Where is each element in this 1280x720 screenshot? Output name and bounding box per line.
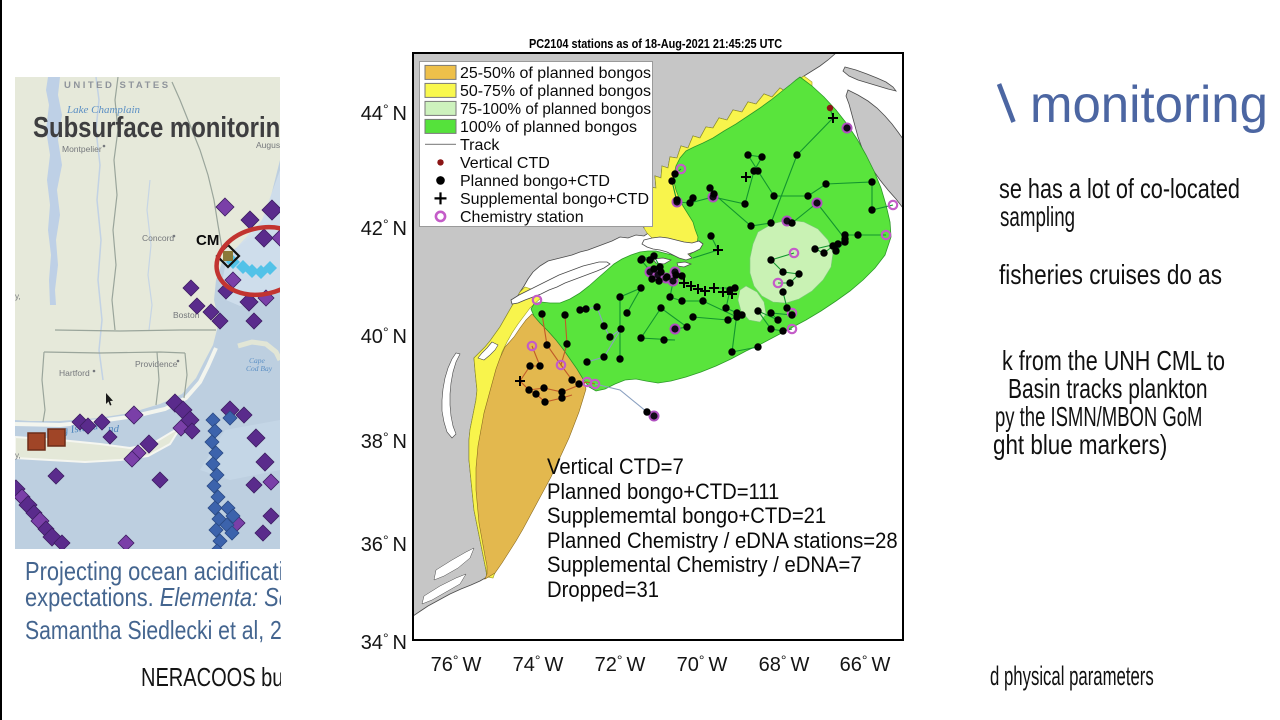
svg-text:Augus: Augus: [256, 140, 280, 150]
svg-text:Montpelier: Montpelier: [62, 144, 102, 154]
svg-text:Planned bongo+CTD: Planned bongo+CTD: [460, 173, 610, 190]
svg-text:Hartford: Hartford: [59, 368, 90, 378]
svg-text:Lake Champlain: Lake Champlain: [66, 104, 141, 116]
svg-text:Supplemental bongo+CTD: Supplemental bongo+CTD: [460, 191, 649, 208]
svg-text:Vertical CTD: Vertical CTD: [460, 155, 550, 172]
svg-text:Providence: Providence: [135, 359, 178, 369]
svg-text:UNITED STATES: UNITED STATES: [64, 80, 171, 91]
svg-text:100% of planned bongos: 100% of planned bongos: [460, 119, 637, 136]
svg-text:Chemistry station: Chemistry station: [460, 209, 584, 226]
svg-text:Cape: Cape: [249, 356, 266, 365]
svg-text:nd: nd: [108, 423, 120, 435]
svg-text:Cod Bay: Cod Bay: [246, 364, 273, 373]
svg-text:monitoring: monitoring: [1030, 76, 1268, 134]
svg-text:Subsurface monitoring: Subsurface monitoring: [33, 111, 280, 143]
svg-text:CM: CM: [196, 232, 219, 249]
svg-text:y,: y,: [15, 451, 21, 460]
svg-text:75-100% of planned bongos: 75-100% of planned bongos: [460, 101, 651, 118]
svg-text:y,: y,: [15, 292, 21, 301]
svg-text:Track: Track: [460, 137, 500, 154]
svg-text:25-50% of planned bongos: 25-50% of planned bongos: [460, 65, 651, 82]
svg-text:Concord: Concord: [142, 233, 174, 243]
svg-text:50-75% of planned bongos: 50-75% of planned bongos: [460, 83, 651, 100]
svg-text:Boston: Boston: [173, 310, 200, 320]
